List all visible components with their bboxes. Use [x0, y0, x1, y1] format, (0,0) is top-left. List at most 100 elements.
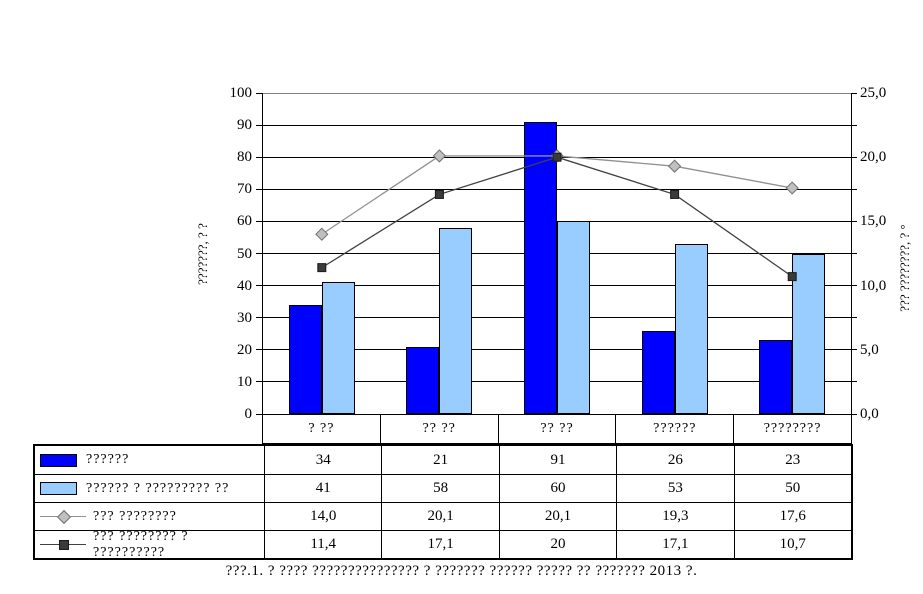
left-axis-tick — [256, 381, 263, 383]
legend-label: ?????? ? ????????? ?? — [86, 480, 230, 496]
category-label: ???????? — [733, 415, 851, 443]
table-value-cell: 34 — [264, 446, 381, 474]
table-value-cell: 41 — [264, 474, 382, 502]
table-value-cell: 10,7 — [733, 530, 851, 558]
left-axis-tick-label: 50 — [237, 245, 252, 262]
right-axis-tick-label: 0,0 — [860, 406, 879, 422]
legend-line-sample — [40, 538, 86, 551]
legend-line-sample — [40, 509, 86, 525]
table-value-cell: 17,6 — [733, 502, 851, 530]
bar-secondary — [792, 253, 826, 414]
left-axis-tick-label: 40 — [237, 277, 252, 294]
bar-primary — [406, 346, 440, 414]
category-label: ?? ?? — [497, 415, 616, 443]
right-axis-tick — [851, 285, 857, 287]
legend-cell: ?????? ? ????????? ?? — [35, 474, 264, 502]
diamond-marker-icon — [56, 509, 72, 525]
table-value-cell: 21 — [381, 446, 498, 474]
right-axis-tick-label: 15,0 — [860, 213, 887, 230]
secondary-y-axis-line — [851, 93, 852, 415]
right-axis-title: ??? ????????, ? ° — [897, 224, 912, 312]
legend-cell: ?????? — [35, 446, 264, 474]
right-axis-tick — [851, 413, 857, 415]
table-value-cell: 58 — [381, 474, 499, 502]
bar-secondary — [439, 227, 473, 414]
left-axis-tick — [256, 413, 263, 415]
left-axis-tick — [256, 156, 263, 158]
legend-label: ?????? — [86, 452, 130, 467]
table-value-cell: 14,0 — [264, 502, 382, 530]
legend-swatch-primary-bar — [40, 453, 77, 467]
left-axis-tick-label: 70 — [237, 181, 252, 198]
right-axis-tick — [851, 253, 857, 254]
table-value-cell: 26 — [616, 446, 733, 474]
left-axis-tick — [256, 253, 263, 254]
bar-primary — [524, 121, 557, 414]
table-value-cell: 19,3 — [616, 502, 734, 530]
right-axis-tick — [851, 381, 857, 383]
bar-primary — [641, 330, 675, 414]
right-axis-tick — [851, 349, 857, 351]
legend-swatch-secondary-bar — [40, 482, 77, 495]
left-axis-tick-label: 100 — [229, 85, 253, 101]
right-axis-tick — [851, 156, 857, 158]
bar-secondary — [321, 282, 355, 414]
gridline — [263, 188, 851, 190]
gridline — [263, 156, 851, 158]
left-axis-tick-label: 10 — [237, 373, 252, 390]
category-label: ?? ?? — [379, 415, 498, 443]
square-marker — [670, 189, 680, 199]
left-axis-tick-label: 90 — [237, 117, 252, 134]
right-axis-tick — [851, 317, 857, 319]
square-marker — [317, 263, 327, 273]
table-value-cell: 60 — [498, 474, 617, 502]
left-axis-tick — [256, 124, 263, 126]
table-value-cell: 20 — [498, 530, 617, 558]
table-value-cell: 23 — [733, 446, 851, 474]
table-value-cell: 17,1 — [381, 530, 499, 558]
right-axis-tick — [851, 92, 857, 94]
right-axis-tick-label: 10,0 — [860, 277, 887, 294]
figure-caption: ???.1. ? ???? ??????????????? ? ??????? … — [225, 563, 698, 579]
left-axis-tick — [256, 285, 263, 287]
right-axis-tick-label: 25,0 — [860, 85, 887, 101]
square-marker-icon — [59, 540, 69, 550]
left-axis-tick-label: 80 — [237, 149, 252, 166]
table-value-cell: 11,4 — [264, 530, 382, 558]
category-label: ?????? — [615, 415, 733, 443]
bar-secondary — [557, 221, 590, 414]
right-axis-tick — [851, 220, 857, 222]
right-axis-tick-label: 20,0 — [860, 149, 887, 166]
table-value-cell: 17,1 — [616, 530, 734, 558]
legend-cell: ??? ???????? ? ?????????? — [35, 528, 264, 560]
diamond-marker — [667, 159, 682, 173]
left-axis-tick — [256, 220, 263, 222]
legend-label: ??? ???????? — [93, 508, 177, 524]
table-value-cell: 50 — [733, 474, 851, 502]
table-value-cell: 91 — [498, 446, 616, 474]
legend-label: ??? ???????? ? ?????????? — [93, 528, 189, 560]
category-label: ? ?? — [308, 421, 335, 436]
y-axis-line — [262, 93, 263, 415]
table-value-cell: 20,1 — [498, 502, 617, 530]
left-axis-tick — [256, 317, 263, 319]
data-table: ?????? 34 21 91 26 23?????? ? ????????? ?? 41 5… — [33, 444, 853, 560]
category-header-row: ? ?? ?? ???? ???????????????? — [262, 414, 852, 444]
bar-secondary — [674, 243, 708, 414]
table-value-cell: 20,1 — [381, 502, 499, 530]
left-axis-tick — [256, 188, 263, 190]
right-axis-tick — [851, 188, 857, 190]
legend-cell: ??? ???????? — [35, 502, 264, 530]
square-marker — [434, 189, 444, 199]
right-axis-tick — [851, 124, 857, 126]
right-axis-tick-label: 5,0 — [860, 341, 879, 358]
gridline — [263, 124, 851, 126]
left-axis-tick-label: 0 — [244, 406, 253, 422]
table-value-cell: 53 — [616, 474, 734, 502]
gridline — [263, 92, 851, 94]
left-axis-tick-label: 30 — [237, 309, 252, 326]
left-axis-tick — [256, 349, 263, 351]
bar-primary — [288, 304, 322, 414]
left-axis-tick — [256, 92, 263, 94]
